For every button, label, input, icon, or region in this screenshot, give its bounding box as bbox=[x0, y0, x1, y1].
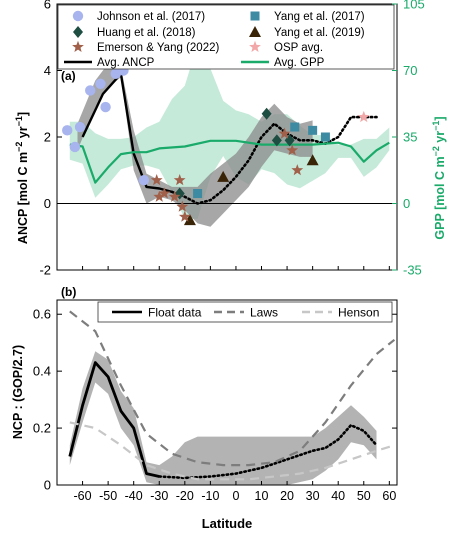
x-tick-label: -40 bbox=[125, 489, 143, 503]
point-yang-et-al-2019 bbox=[217, 170, 230, 182]
point-emerson-yang-2022 bbox=[286, 144, 299, 156]
point-emerson-yang-2022 bbox=[173, 174, 186, 186]
point-emerson-yang-2022 bbox=[176, 200, 189, 212]
x-tick-label: 0 bbox=[232, 489, 239, 503]
band-float-data-range bbox=[69, 351, 377, 485]
legend-swatch-johnson-et-al-2017 bbox=[72, 10, 84, 22]
x-tick-label: 30 bbox=[306, 489, 320, 503]
legend-label-huang-et-al-2018: Huang et al. (2018) bbox=[97, 27, 196, 39]
panel-a-ticks: -2 0 2 4 6 -35 0 35 70 105 bbox=[39, 0, 424, 278]
point-yang-et-al-2017 bbox=[320, 132, 330, 142]
panel-b-bands bbox=[69, 351, 377, 485]
legend-label-avg-ancp: Avg. ANCP bbox=[97, 57, 155, 69]
legend-swatch-osp-avg bbox=[249, 40, 261, 52]
point-johnson-et-al-2017 bbox=[74, 121, 86, 133]
y2-tick-label: 0 bbox=[403, 196, 410, 211]
legend-label-avg-gpp: Avg. GPP bbox=[274, 57, 325, 69]
legend-label-float-data: Float data bbox=[148, 306, 202, 320]
y-tick-label: 2 bbox=[44, 130, 51, 145]
panel-a-y2-axis-title: GPP [mol C m−2 yr−1] bbox=[431, 116, 447, 239]
y-tick-label: 0.4 bbox=[33, 364, 51, 379]
panel-a-markers bbox=[62, 65, 370, 226]
point-johnson-et-al-2017 bbox=[100, 101, 111, 113]
x-tick-label: -60 bbox=[74, 489, 92, 503]
panel-a-legend-box bbox=[57, 4, 395, 70]
point-yang-et-al-2019 bbox=[183, 214, 196, 226]
panel-b-lines bbox=[68, 310, 396, 481]
y-tick-label: 0 bbox=[44, 478, 51, 493]
legend-label-osp-avg: OSP avg. bbox=[274, 42, 323, 54]
point-yang-et-al-2017 bbox=[193, 189, 203, 199]
legend-swatch-yang-et-al-2019 bbox=[249, 26, 261, 37]
series-laws-dashed bbox=[69, 310, 396, 467]
x-tick-label: 50 bbox=[357, 489, 371, 503]
x-tick-label: 40 bbox=[331, 489, 345, 503]
legend-label-johnson-et-al-2017: Johnson et al. (2017) bbox=[97, 11, 205, 23]
y-tick-label: 0.6 bbox=[33, 307, 51, 322]
y2-tick-label: 70 bbox=[403, 63, 417, 78]
y2-tick-label: -35 bbox=[403, 263, 422, 278]
y2-tick-label: 35 bbox=[403, 130, 417, 145]
panel-b-y-axis-title: NCP : (GOP/2.7) bbox=[11, 345, 25, 439]
y2-tick-label: 105 bbox=[403, 0, 425, 12]
point-emerson-yang-2022 bbox=[153, 190, 166, 202]
panel-b-plot-frame bbox=[56, 299, 398, 486]
x-tick-label: 10 bbox=[255, 489, 269, 503]
panel-a-y-axis-title: ANCP [mol C m−2 yr−1] bbox=[14, 112, 30, 244]
point-yang-et-al-2017 bbox=[290, 122, 300, 132]
legend-swatch-emerson-yang-2022 bbox=[72, 40, 84, 52]
panel-a-bands bbox=[57, 43, 397, 227]
x-tick-label: -30 bbox=[150, 489, 168, 503]
series-avg-ancp-solid bbox=[81, 72, 173, 194]
legend-swatch-huang-et-al-2018 bbox=[73, 26, 83, 38]
x-tick-label: 20 bbox=[280, 489, 294, 503]
point-emerson-yang-2022 bbox=[168, 190, 181, 202]
y-tick-label: 0 bbox=[44, 196, 51, 211]
series-henson-dashed bbox=[69, 421, 395, 481]
series-float-data-solid bbox=[68, 361, 160, 478]
y-tick-label: 4 bbox=[44, 63, 51, 78]
point-johnson-et-al-2017 bbox=[62, 125, 73, 136]
series-avg-ancp-dotted bbox=[170, 115, 378, 205]
panel-a-lines bbox=[69, 72, 390, 205]
y-tick-label: 6 bbox=[44, 0, 51, 12]
legend-swatch-yang-et-al-2017 bbox=[250, 11, 260, 21]
legend-label-laws: Laws bbox=[250, 306, 278, 320]
point-emerson-yang-2022 bbox=[278, 127, 291, 139]
point-johnson-et-al-2017 bbox=[85, 85, 96, 96]
point-johnson-et-al-2017 bbox=[138, 175, 150, 186]
point-emerson-yang-2022 bbox=[158, 187, 171, 199]
point-huang-et-al-2018 bbox=[261, 107, 272, 120]
point-huang-et-al-2018 bbox=[271, 134, 282, 147]
point-emerson-yang-2022 bbox=[291, 164, 304, 176]
legend-label-yang-et-al-2017: Yang et al. (2017) bbox=[274, 11, 365, 23]
point-emerson-yang-2022 bbox=[150, 174, 163, 186]
panel-b-ticks: 0 0.2 0.4 0.6 -60 -50 -40 -30 -20 -10 0 10 20 30 40 50 6… bbox=[33, 307, 397, 503]
x-tick-label: -20 bbox=[176, 489, 194, 503]
legend-label-yang-et-al-2019: Yang et al. (2019) bbox=[274, 27, 365, 39]
point-emerson-yang-2022 bbox=[178, 210, 191, 222]
x-tick-label: 60 bbox=[382, 489, 396, 503]
y-tick-label: -2 bbox=[39, 263, 51, 278]
panel-a-label: (a) bbox=[61, 69, 76, 83]
legend-label-henson: Henson bbox=[338, 306, 379, 320]
x-tick-label: -50 bbox=[99, 489, 117, 503]
band-gpp-range bbox=[69, 43, 390, 219]
y-tick-label: 0.2 bbox=[33, 421, 51, 436]
legend-label-emerson-yang-2022: Emerson & Yang (2022) bbox=[97, 42, 219, 54]
point-yang-et-al-2019 bbox=[306, 154, 319, 166]
series-avg-gpp bbox=[69, 139, 390, 184]
point-yang-et-al-2017 bbox=[308, 125, 318, 135]
series-float-data-dotted bbox=[158, 423, 378, 480]
x-tick-label: -10 bbox=[201, 489, 219, 503]
panel-b-legend: Float data Laws Henson bbox=[97, 301, 393, 323]
panel-b-legend-box bbox=[97, 301, 393, 323]
panel-a-legend: Johnson et al. (2017) Yang et al. (2017) H… bbox=[57, 4, 395, 70]
point-johnson-et-al-2017 bbox=[69, 141, 81, 153]
panel-b-x-axis-title: Latitude bbox=[202, 516, 253, 531]
point-johnson-et-al-2017 bbox=[95, 78, 106, 90]
point-osp-avg bbox=[357, 110, 370, 123]
panel-b-label: (b) bbox=[61, 285, 76, 299]
